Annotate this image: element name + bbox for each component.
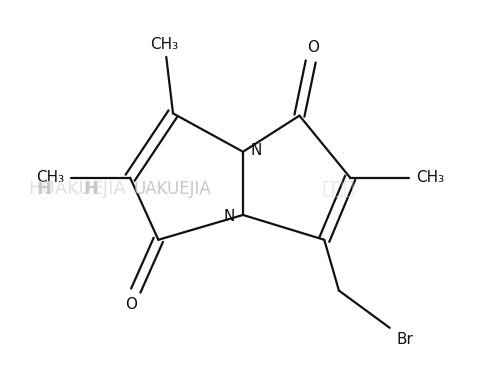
Text: N: N bbox=[251, 143, 262, 158]
Text: CH₃: CH₃ bbox=[36, 170, 65, 185]
Text: UAKUEJIA: UAKUEJIA bbox=[134, 180, 212, 198]
Text: H: H bbox=[36, 180, 52, 198]
Text: CH₃: CH₃ bbox=[150, 37, 178, 53]
Text: H: H bbox=[84, 180, 99, 198]
Text: Br: Br bbox=[397, 332, 414, 347]
Text: N: N bbox=[224, 209, 235, 223]
Text: HUAKUEJIA: HUAKUEJIA bbox=[28, 180, 126, 198]
Text: 化学加: 化学加 bbox=[322, 180, 354, 198]
Text: O: O bbox=[125, 297, 137, 312]
Text: O: O bbox=[307, 40, 319, 55]
Text: CH₃: CH₃ bbox=[416, 170, 444, 185]
